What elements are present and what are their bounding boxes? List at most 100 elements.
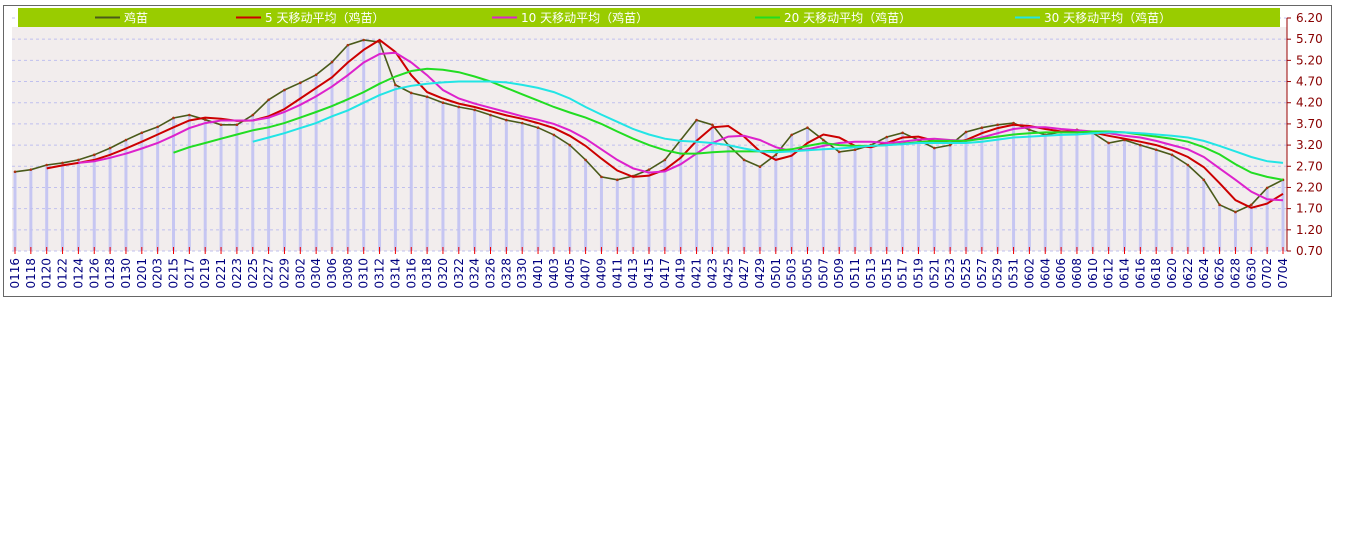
x-tick-label: 0517 bbox=[896, 258, 910, 289]
x-tick-label: 0417 bbox=[658, 258, 672, 289]
point bbox=[362, 38, 366, 42]
point bbox=[774, 153, 778, 157]
point bbox=[124, 138, 128, 142]
legend: 鸡苗 5 天移动平均（鸡苗） 10 天移动平均（鸡苗） 20 天移动平均（鸡苗） 30 … bbox=[95, 10, 1171, 25]
x-tick-label: 0330 bbox=[515, 258, 529, 289]
x-tick-label: 0624 bbox=[1197, 258, 1211, 289]
x-tick-label: 0223 bbox=[230, 258, 244, 289]
point bbox=[980, 126, 984, 130]
x-tick-label: 0427 bbox=[737, 258, 751, 289]
x-tick-label: 0614 bbox=[1118, 258, 1132, 289]
x-tick-label: 0302 bbox=[293, 258, 307, 289]
point bbox=[140, 131, 144, 135]
axis: 0.70 1.20 1.70 2.20 2.70 3.20 3.70 4.20 4.70 5.20… bbox=[8, 11, 1323, 289]
x-tick-label: 0602 bbox=[1022, 258, 1036, 289]
x-tick-label: 0421 bbox=[690, 258, 704, 289]
x-tick-label: 0322 bbox=[452, 258, 466, 289]
point bbox=[489, 113, 492, 117]
x-tick-label: 0429 bbox=[753, 258, 767, 289]
x-tick-label: 0122 bbox=[56, 258, 70, 289]
point bbox=[314, 73, 318, 77]
point bbox=[77, 158, 80, 162]
x-tick-label: 0308 bbox=[341, 258, 355, 289]
legend-label: 20 天移动平均（鸡苗） bbox=[784, 10, 911, 25]
x-tick-label: 0620 bbox=[1165, 258, 1179, 289]
point bbox=[584, 158, 587, 162]
y-tick-label: 6.20 bbox=[1296, 11, 1323, 25]
point bbox=[346, 43, 350, 47]
series-line bbox=[252, 80, 1284, 164]
x-tick-label: 0201 bbox=[135, 258, 149, 289]
x-tick-label: 0531 bbox=[1007, 258, 1021, 289]
y-tick-label: 2.20 bbox=[1296, 180, 1323, 194]
x-tick-label: 0304 bbox=[309, 258, 323, 289]
x-tick-label: 0130 bbox=[119, 258, 133, 289]
x-tick-label: 0618 bbox=[1149, 258, 1163, 289]
point bbox=[172, 116, 175, 120]
y-tick-label: 5.20 bbox=[1296, 53, 1323, 67]
point bbox=[283, 88, 286, 92]
x-tick-label: 0401 bbox=[531, 258, 545, 289]
x-tick-label: 0316 bbox=[404, 258, 418, 289]
point bbox=[156, 125, 159, 129]
point bbox=[616, 178, 619, 182]
x-tick-label: 0519 bbox=[911, 258, 925, 289]
point bbox=[299, 81, 302, 85]
x-tick-label: 0225 bbox=[246, 258, 260, 289]
point bbox=[267, 98, 270, 102]
point bbox=[885, 135, 889, 139]
x-tick-label: 0704 bbox=[1276, 258, 1290, 289]
x-tick-label: 0215 bbox=[167, 258, 181, 289]
x-tick-label: 0328 bbox=[499, 258, 513, 289]
x-tick-label: 0229 bbox=[277, 258, 291, 289]
point bbox=[933, 146, 936, 150]
x-tick-label: 0501 bbox=[769, 258, 783, 289]
y-tick-label: 2.70 bbox=[1296, 159, 1323, 173]
point bbox=[758, 165, 762, 168]
x-tick-label: 0407 bbox=[579, 258, 593, 289]
point bbox=[394, 83, 397, 87]
y-tick-label: 1.70 bbox=[1296, 202, 1323, 216]
x-tick-label: 0628 bbox=[1228, 258, 1242, 289]
x-tick-label: 0525 bbox=[959, 258, 973, 289]
x-tick-label: 0314 bbox=[388, 258, 402, 289]
x-tick-label: 0523 bbox=[943, 258, 957, 289]
x-tick-label: 0409 bbox=[594, 258, 608, 289]
x-tick-label: 0310 bbox=[357, 258, 371, 289]
point bbox=[29, 168, 33, 171]
x-tick-label: 0419 bbox=[674, 258, 688, 289]
point bbox=[1186, 163, 1190, 167]
x-tick-label: 0527 bbox=[975, 258, 989, 289]
y-tick-label: 3.20 bbox=[1296, 138, 1323, 152]
x-tick-label: 0120 bbox=[40, 258, 54, 289]
point bbox=[1170, 153, 1174, 157]
point bbox=[108, 146, 112, 150]
point bbox=[568, 143, 572, 147]
x-tick-label: 0702 bbox=[1260, 258, 1274, 289]
point bbox=[1139, 143, 1142, 147]
x-tick-label: 0415 bbox=[642, 258, 656, 289]
point bbox=[837, 150, 841, 154]
bars bbox=[13, 40, 1285, 251]
x-tick-label: 0306 bbox=[325, 258, 339, 289]
x-tick-label: 0312 bbox=[373, 258, 387, 289]
point bbox=[695, 118, 698, 122]
point bbox=[473, 108, 476, 112]
point bbox=[92, 153, 96, 157]
point bbox=[425, 95, 429, 99]
point bbox=[235, 123, 239, 127]
point bbox=[964, 130, 968, 134]
point bbox=[790, 133, 793, 137]
x-tick-label: 0318 bbox=[420, 258, 434, 289]
x-tick-label: 0606 bbox=[1054, 258, 1068, 289]
x-tick-label: 0203 bbox=[151, 258, 165, 289]
x-tick-label: 0403 bbox=[547, 258, 561, 289]
x-tick-label: 0622 bbox=[1181, 258, 1195, 289]
point bbox=[742, 158, 746, 162]
y-tick-label: 1.20 bbox=[1296, 223, 1323, 237]
point bbox=[996, 123, 999, 127]
x-tick-label: 0521 bbox=[927, 258, 941, 289]
point bbox=[203, 118, 207, 121]
x-tick-label: 0505 bbox=[801, 258, 815, 289]
